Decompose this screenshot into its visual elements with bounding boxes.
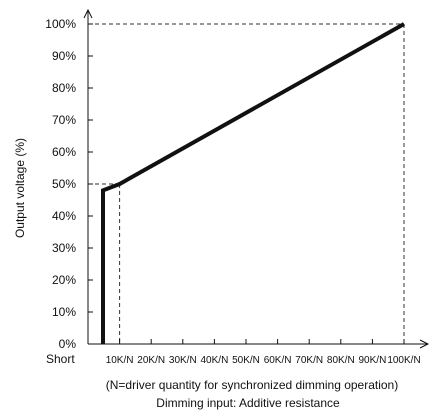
x-tick-label: 60K/N xyxy=(264,355,292,366)
x-start-label: Short xyxy=(46,352,75,366)
y-tick-label: 30% xyxy=(52,241,76,255)
x-tick-label: 70K/N xyxy=(295,355,323,366)
y-tick-label: 60% xyxy=(52,145,76,159)
x-axis-arrow xyxy=(419,339,430,349)
x-tick-label: 90K/N xyxy=(359,355,387,366)
series xyxy=(101,22,405,344)
x-tick-label: 100K/N xyxy=(387,355,420,366)
y-tick-label: 100% xyxy=(45,17,76,31)
x-axis-label: Dimming input: Additive resistance xyxy=(156,396,340,410)
y-axis-label: Output voltage (%) xyxy=(13,138,27,238)
y-tick-label: 50% xyxy=(52,177,76,191)
y-tick-label: 40% xyxy=(52,209,76,223)
y-tick-label: 20% xyxy=(52,273,76,287)
y-tick-label: 0% xyxy=(59,337,77,351)
x-tick-label: 30K/N xyxy=(169,355,197,366)
x-ticks: 10K/N 20K/N 30K/N 40K/N 50K/N 60K/N 70K/N 80K/N… xyxy=(106,339,421,366)
axes xyxy=(83,8,430,349)
x-tick-label: 40K/N xyxy=(201,355,229,366)
x-tick-label: 50K/N xyxy=(232,355,260,366)
y-ticks: 0% 10% 20% 30% 40% 50% 60% 70% 80% 90% 100% xyxy=(45,17,93,351)
x-tick-label: 20K/N xyxy=(137,355,165,366)
reference-lines xyxy=(88,23,405,344)
y-tick-label: 10% xyxy=(52,305,76,319)
y-axis-arrow xyxy=(83,8,93,19)
x-tick-label: 10K/N xyxy=(106,355,134,366)
y-tick-label: 90% xyxy=(52,49,76,63)
y-tick-label: 70% xyxy=(52,113,76,127)
y-tick-label: 80% xyxy=(52,81,76,95)
x-tick-label: 80K/N xyxy=(327,355,355,366)
series-line xyxy=(101,22,405,344)
x-axis-note: (N=driver quantity for synchronized dimm… xyxy=(106,378,398,392)
